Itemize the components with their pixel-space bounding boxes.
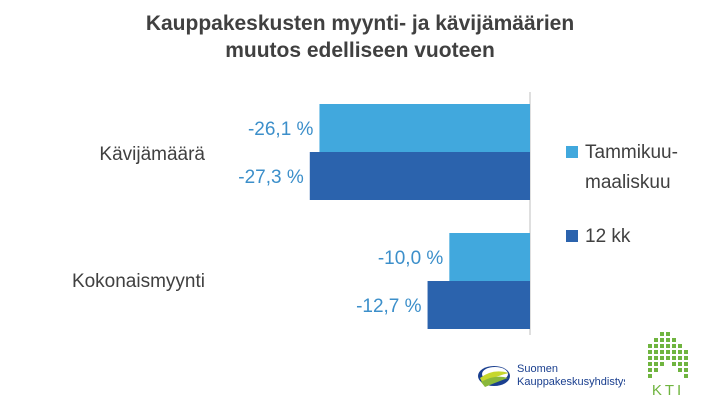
chart-title-line-1: Kauppakeskusten myynti- ja kävijämäärien — [145, 12, 575, 35]
kti-logo-text: KTI — [652, 382, 684, 399]
suomen-kauppakeskusyhdistys-logo: Suomen Kauppakeskusyhdistys — [478, 363, 625, 388]
swoosh-icon — [478, 366, 510, 387]
data-label: -10,0 % — [378, 248, 444, 269]
kti-logo: KTI — [648, 332, 688, 399]
bar — [309, 152, 530, 200]
data-label: -27,3 % — [238, 167, 304, 188]
data-label: -26,1 % — [248, 119, 314, 140]
legend-label: Tammikuu- — [585, 142, 678, 163]
data-label: -12,7 % — [356, 296, 422, 317]
bar — [319, 104, 530, 152]
category-label: Kävijämäärä — [99, 144, 205, 165]
building-icon — [648, 332, 688, 378]
legend-label: maaliskuu — [585, 172, 671, 193]
suomen-logo-line-1: Suomen — [517, 363, 558, 375]
legend-swatch — [566, 146, 578, 158]
chart-title-line-2: muutos edelliseen vuoteen — [225, 39, 495, 62]
bar — [449, 233, 530, 281]
suomen-logo-line-2: Kauppakeskusyhdistys — [517, 376, 625, 388]
legend-label: 12 kk — [585, 226, 631, 247]
bar — [427, 281, 530, 329]
category-label: Kokonaismyynti — [72, 271, 205, 292]
chart-title: Kauppakeskusten myynti- ja kävijämäärien… — [0, 10, 720, 64]
legend-swatch — [566, 230, 578, 242]
